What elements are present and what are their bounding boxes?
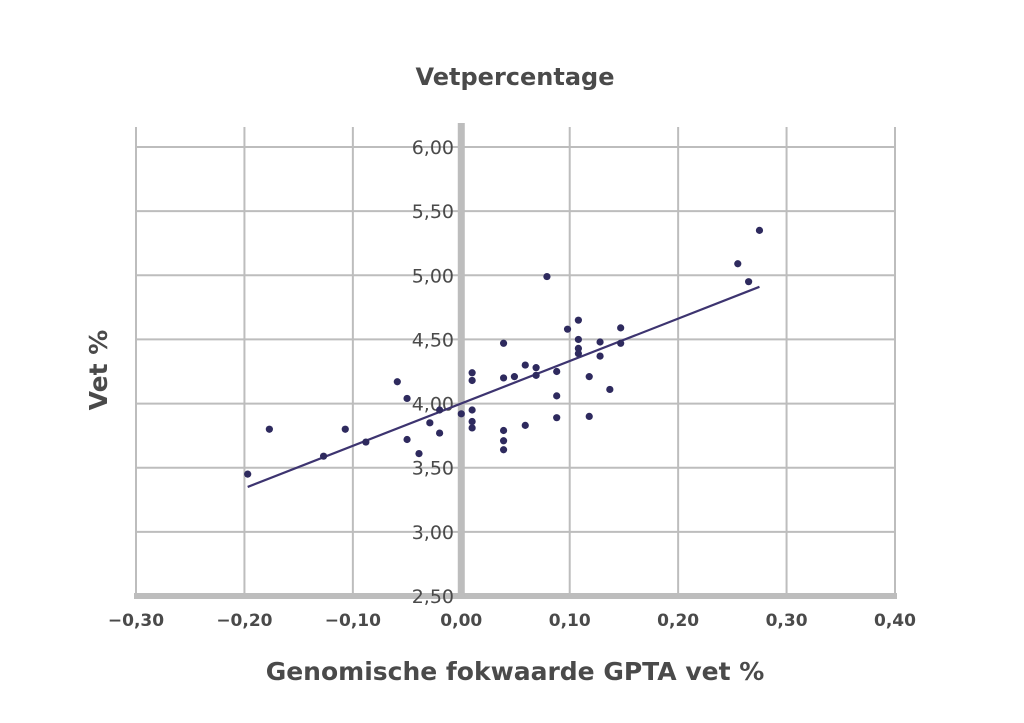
data-point: [543, 272, 551, 281]
data-point: [574, 335, 582, 344]
data-point: [403, 435, 411, 444]
y-tick-label: 6,00: [412, 137, 454, 159]
x-axis-title: Genomische fokwaarde GPTA vet %: [266, 657, 765, 686]
data-point: [436, 406, 444, 414]
data-point: [521, 421, 529, 429]
data-point: [362, 438, 370, 446]
data-point: [468, 376, 476, 385]
chart-title: Vetpercentage: [415, 63, 614, 91]
data-point: [426, 419, 434, 427]
y-tick-label: 5,50: [412, 201, 454, 223]
data-point: [499, 437, 508, 445]
data-point: [585, 412, 593, 420]
data-point: [319, 452, 328, 460]
data-point: [734, 260, 742, 268]
x-tick-label: 0,10: [549, 611, 591, 631]
data-point: [341, 425, 349, 433]
data-point: [468, 369, 476, 377]
x-tick-label: −0,20: [216, 611, 272, 631]
data-points: [244, 226, 764, 478]
data-point: [574, 344, 582, 353]
data-point: [244, 470, 252, 478]
y-tick-label: 4,00: [412, 394, 454, 416]
data-point: [553, 414, 561, 422]
grid: [135, 127, 896, 596]
y-tick-label: 2,50: [412, 586, 454, 608]
data-point: [415, 450, 423, 458]
x-tick-label: 0,00: [440, 611, 482, 631]
y-tick-label: 5,00: [412, 265, 454, 287]
x-tick-label: 0,20: [657, 611, 699, 631]
data-point: [468, 417, 476, 426]
data-point: [596, 338, 604, 346]
data-point: [403, 394, 411, 403]
data-point: [499, 374, 508, 382]
data-point: [563, 325, 572, 333]
data-point: [553, 367, 561, 376]
data-point: [745, 278, 753, 286]
data-point: [574, 316, 582, 324]
data-point: [553, 392, 561, 400]
y-axis-title: Vet %: [84, 330, 113, 411]
data-point: [532, 371, 540, 379]
data-point: [468, 424, 476, 432]
x-tick-label: 0,30: [766, 611, 808, 631]
trendline: [247, 285, 760, 488]
trendline-group: [247, 285, 760, 488]
x-tick-labels: −0,30 −0,20 −0,10 0,00 0,10 0,20 0,30 0,40: [108, 611, 916, 631]
data-point: [755, 226, 764, 234]
data-point: [532, 364, 540, 372]
data-point: [499, 339, 508, 347]
data-point: [521, 361, 529, 369]
x-tick-label: −0,10: [325, 611, 381, 631]
y-tick-label: 4,50: [412, 329, 454, 351]
axes: [134, 123, 897, 599]
data-point: [617, 324, 625, 332]
x-tick-label: 0,40: [874, 611, 916, 631]
data-point: [436, 429, 444, 437]
data-point: [468, 406, 476, 414]
x-tick-label: −0,30: [108, 611, 164, 631]
data-point: [596, 352, 604, 360]
data-point: [574, 349, 582, 358]
y-tick-labels: 2,50 3,00 3,50 4,00 4,50 5,00 5,50 6,00: [412, 137, 454, 608]
data-point: [606, 385, 614, 394]
data-point: [393, 378, 401, 386]
data-point: [457, 410, 465, 418]
data-point: [617, 339, 625, 347]
data-point: [510, 373, 519, 381]
data-point: [499, 446, 508, 454]
data-point: [265, 425, 273, 433]
data-point: [499, 426, 508, 435]
y-tick-label: 3,50: [412, 458, 454, 480]
y-tick-label: 3,00: [412, 522, 454, 544]
data-point: [585, 373, 593, 381]
